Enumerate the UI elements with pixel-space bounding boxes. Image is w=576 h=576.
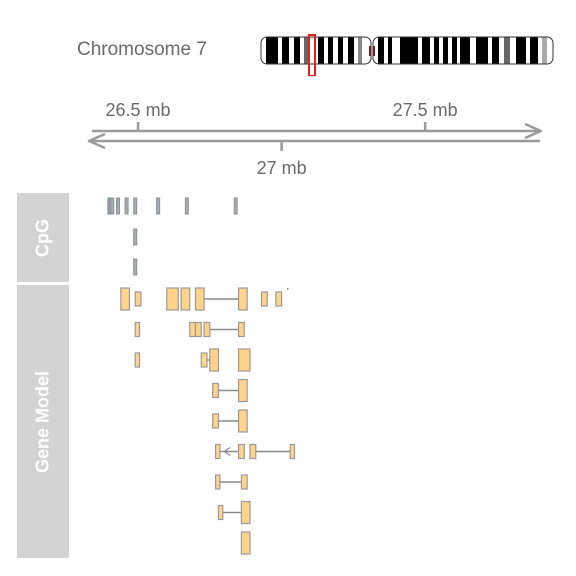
exon — [134, 291, 142, 307]
exon — [212, 382, 220, 399]
axis-tick-label: 26.5 mb — [106, 100, 171, 120]
axis-tick-label: 27.5 mb — [393, 100, 458, 120]
ideogram-band — [492, 37, 499, 64]
axis-arrow-right — [524, 122, 543, 140]
cpg-island — [124, 197, 129, 215]
exon — [214, 474, 221, 490]
exon — [275, 291, 283, 307]
ideogram-band — [400, 37, 418, 64]
cpg-island — [233, 197, 238, 215]
ideogram-band — [530, 37, 538, 64]
exon — [240, 531, 251, 555]
exon — [289, 443, 296, 460]
ideogram-band — [294, 37, 300, 64]
exon — [237, 443, 245, 460]
axis-arrow-left — [87, 132, 106, 150]
exon — [189, 321, 197, 338]
ideogram-band — [328, 37, 333, 64]
exon — [217, 504, 224, 521]
cpg-island — [110, 197, 115, 215]
cpg-island — [133, 197, 138, 215]
exon — [260, 291, 268, 307]
exon — [237, 287, 248, 311]
ideogram-band — [542, 37, 547, 64]
tiny-feature — [287, 288, 289, 290]
chromosome-ideogram — [260, 34, 554, 76]
exon — [203, 321, 211, 338]
ideogram-band — [282, 37, 289, 64]
cpg-track-panel: CpG — [17, 193, 69, 282]
cpg-features — [107, 197, 238, 276]
ideogram-band — [304, 37, 309, 64]
exon — [237, 409, 248, 433]
ideogram-band — [338, 37, 343, 64]
ideogram-band — [388, 37, 392, 64]
exon — [200, 352, 208, 368]
ideogram-band — [460, 37, 470, 64]
exon — [134, 321, 141, 338]
ideogram-band — [318, 37, 324, 64]
ideogram-band — [504, 37, 510, 64]
exon — [166, 287, 179, 311]
axis-tick-label: 27 mb — [257, 158, 307, 178]
exon — [212, 413, 220, 429]
exon — [134, 352, 141, 368]
ideogram-band — [378, 37, 384, 64]
exon — [249, 443, 257, 460]
ideogram-band — [266, 37, 278, 64]
gene-models — [120, 287, 296, 555]
ideogram-band — [516, 37, 526, 64]
exon — [194, 287, 205, 311]
exon — [194, 321, 202, 338]
chromosome-label: Chromosome 7 — [77, 39, 207, 60]
ideogram-band — [443, 37, 448, 64]
ideogram-band — [348, 37, 354, 64]
exon — [237, 378, 248, 403]
cpg-island — [156, 197, 161, 215]
exon — [214, 443, 221, 460]
exon — [240, 500, 251, 525]
gene-model-track-panel: Gene Model — [17, 285, 69, 558]
strand-arrow-icon — [223, 446, 231, 457]
cpg-island — [115, 197, 120, 215]
ideogram-band — [476, 37, 488, 64]
cpg-island — [133, 258, 138, 276]
region-highlight — [308, 34, 316, 76]
cpg-island — [133, 228, 138, 246]
ideogram-band — [358, 37, 362, 64]
exon — [209, 348, 220, 372]
exon — [237, 348, 251, 372]
ideogram-band — [452, 37, 457, 64]
ideogram-band — [422, 37, 430, 64]
exon — [237, 321, 245, 338]
cpg-island — [184, 197, 189, 215]
exon — [240, 474, 248, 490]
ideogram-band — [434, 37, 439, 64]
exon — [120, 287, 131, 311]
exon — [180, 287, 191, 311]
